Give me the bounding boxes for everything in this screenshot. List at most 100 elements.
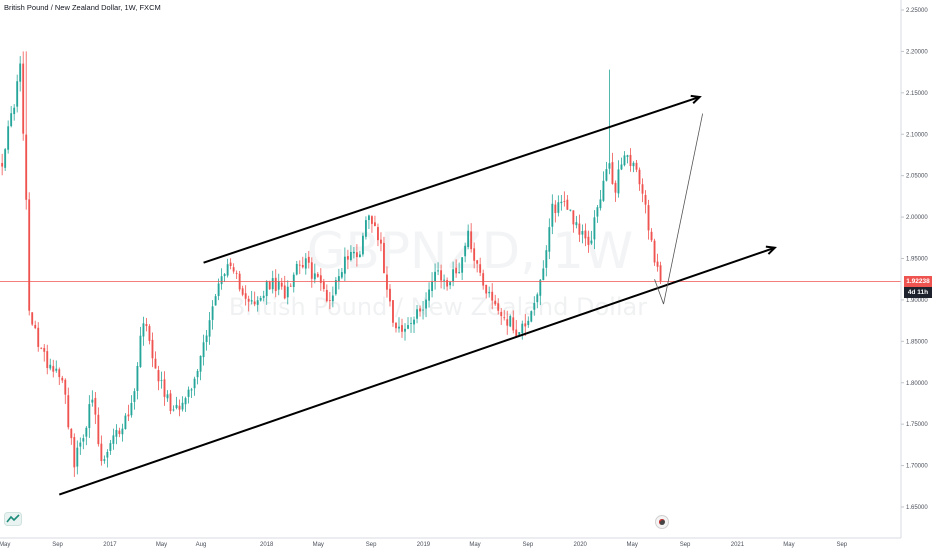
candle <box>115 424 118 445</box>
candle <box>515 320 518 337</box>
candle-body <box>121 428 124 435</box>
candle <box>208 311 211 345</box>
candle <box>247 295 250 312</box>
y-tick-label: 1.70000 <box>906 464 928 470</box>
candle-body <box>437 270 440 272</box>
candle <box>22 51 25 141</box>
projection-up-leg <box>663 113 704 305</box>
candle <box>575 215 578 229</box>
candle-body <box>581 231 584 235</box>
upper-channel-line-arrowhead <box>690 94 702 104</box>
candle <box>494 294 497 306</box>
candle <box>130 395 133 418</box>
time-axis[interactable]: May Sep 2017 May Aug 2018 May Sep 2019 May Sep 2020… <box>0 537 901 548</box>
candle-body <box>226 264 229 276</box>
candle <box>34 320 37 330</box>
x-tick-label: Aug <box>196 542 207 548</box>
candle <box>148 324 151 345</box>
candle <box>635 159 638 173</box>
candle <box>500 308 503 326</box>
candle <box>91 390 94 407</box>
candle-body <box>133 391 136 402</box>
candle-body <box>419 308 421 312</box>
candle <box>596 204 599 223</box>
price-axis[interactable]: 2.25000 2.20000 2.15000 2.10000 2.05000 2.000… <box>900 0 928 538</box>
candle <box>121 423 124 442</box>
candle <box>392 300 394 327</box>
candle <box>650 228 653 242</box>
lower-channel-line <box>58 246 776 496</box>
candle-body <box>88 404 91 429</box>
candle <box>226 258 229 278</box>
symbol-title: British Pound / New Zealand Dollar, 1W, … <box>4 3 161 12</box>
candle-body <box>283 285 286 299</box>
candle <box>611 152 614 185</box>
candle-body <box>443 279 446 281</box>
candle <box>229 258 232 270</box>
candle <box>79 437 82 455</box>
candle <box>404 323 406 341</box>
candle <box>554 200 557 223</box>
x-tick-label: May <box>313 542 324 548</box>
candle <box>352 246 355 259</box>
tradingview-logo-icon[interactable] <box>4 512 22 526</box>
candle <box>106 449 109 468</box>
x-tick-label: Sep <box>366 542 377 548</box>
candle-body <box>136 365 139 391</box>
candle-body <box>292 274 295 287</box>
candle <box>566 195 569 210</box>
candle <box>241 285 244 297</box>
candle-body <box>500 311 503 317</box>
candle <box>593 210 596 250</box>
x-tick-label: May <box>627 542 638 548</box>
candle-body <box>268 281 271 290</box>
x-tick-label: May <box>0 542 10 548</box>
candle-body <box>79 442 82 447</box>
candle-body <box>425 299 427 309</box>
candle-body <box>55 368 58 371</box>
candle-body <box>220 276 223 285</box>
candle-body <box>506 319 509 326</box>
candle <box>464 242 467 263</box>
candle-body <box>650 231 653 241</box>
candle-body <box>509 316 512 327</box>
candle <box>497 298 500 315</box>
candle <box>67 387 70 430</box>
candle-body <box>250 300 253 302</box>
chart-navigation-icon[interactable] <box>655 515 669 529</box>
candle <box>304 253 307 275</box>
candle <box>584 223 587 247</box>
candle-body <box>187 389 190 397</box>
candle-body <box>380 239 382 244</box>
candle-body <box>569 209 572 211</box>
candle-body <box>572 210 575 225</box>
candle-body <box>256 300 259 305</box>
candle-body <box>334 280 337 295</box>
candle <box>217 278 220 301</box>
candle-body <box>644 194 647 205</box>
candle <box>364 216 367 240</box>
candle <box>289 283 292 287</box>
candle-body <box>265 281 268 297</box>
candle <box>94 392 97 425</box>
candle-body <box>530 311 533 322</box>
candle-body <box>295 263 298 275</box>
candle-body <box>482 273 485 286</box>
bar-countdown-label: 4d 11h <box>904 287 932 299</box>
candle-body <box>73 437 76 468</box>
y-tick-label: 1.80000 <box>906 381 928 387</box>
candle-body <box>485 284 488 294</box>
candle <box>539 278 542 306</box>
candle-body <box>109 443 112 451</box>
candle <box>235 270 238 279</box>
candle-body <box>512 317 515 331</box>
candle-body <box>82 438 85 442</box>
candle-body <box>331 295 334 302</box>
candle-body <box>247 298 250 302</box>
candle-body <box>641 184 644 194</box>
candle-body <box>446 280 449 287</box>
candle <box>1 153 4 176</box>
candle <box>488 286 491 298</box>
candle <box>518 332 521 336</box>
